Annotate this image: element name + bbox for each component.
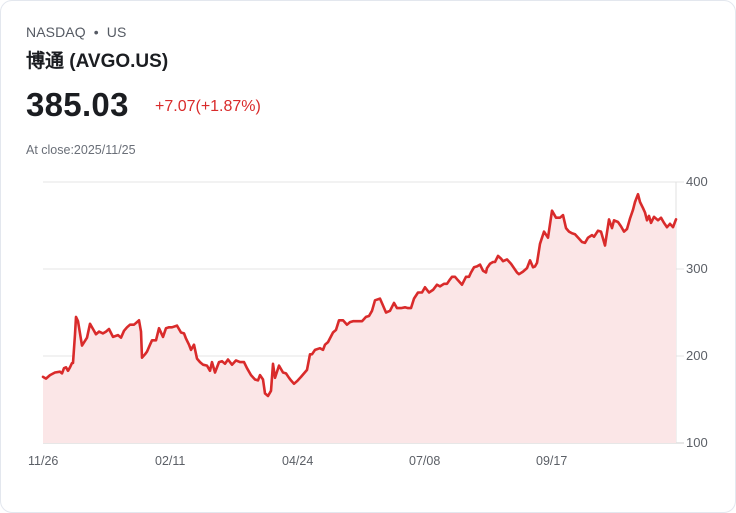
separator-dot: • (93, 24, 99, 40)
price-chart[interactable] (0, 170, 736, 470)
current-price: 385.03 (26, 86, 129, 123)
y-tick-label: 300 (686, 261, 708, 276)
stock-title: 博通 (AVGO.US) (26, 51, 169, 72)
x-tick-label: 02/11 (155, 454, 186, 468)
x-tick-label: 04/24 (282, 454, 314, 468)
exchange-line: NASDAQ • US (26, 24, 126, 40)
x-tick-label: 07/08 (409, 454, 441, 468)
y-tick-label: 100 (686, 435, 708, 450)
market-name: US (106, 24, 127, 40)
exchange-name: NASDAQ (26, 24, 86, 40)
price-line (41, 192, 678, 398)
y-tick-label: 400 (686, 174, 708, 189)
y-tick-label: 200 (686, 348, 708, 363)
as-of-date: At close:2025/11/25 (26, 143, 136, 157)
price-area-fill (43, 194, 676, 443)
x-tick-label: 11/26 (28, 454, 59, 468)
x-tick-label: 09/17 (536, 454, 568, 468)
price-change: +7.07(+1.87%) (155, 98, 261, 115)
